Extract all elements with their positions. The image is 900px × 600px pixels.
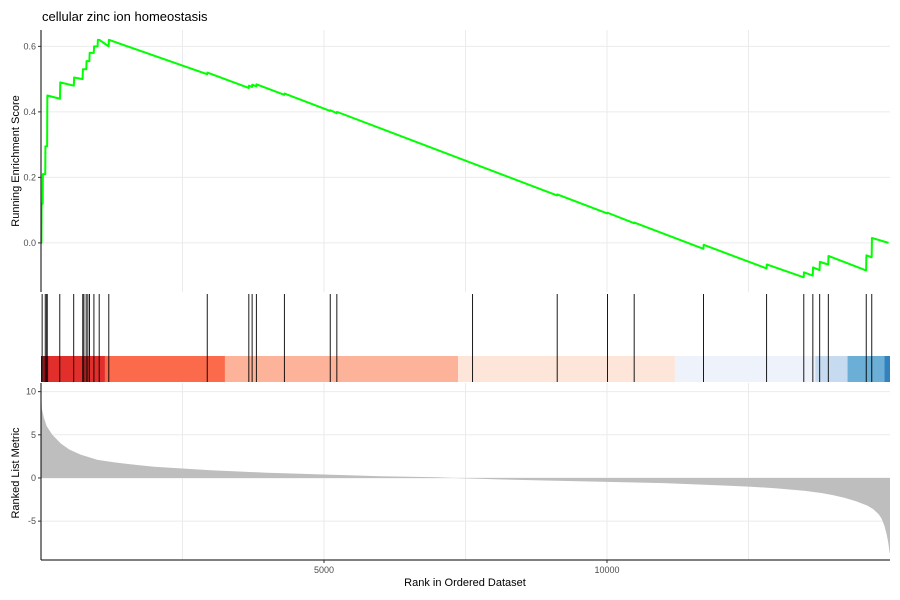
x-tick-label: 5000 [314,565,334,575]
y-tick-label-ranked-metric: 5 [31,430,36,440]
chart-title: cellular zinc ion homeostasis [42,9,208,24]
x-axis-label: Rank in Ordered Dataset [404,577,526,589]
tick-labels: 0.0 0.2 0.4 0.6 -5 0 5 10 5000 10000 [23,41,619,575]
ranked-metric-fill [41,387,890,554]
y-tick-label-ranked-metric: 0 [31,473,36,483]
axes [38,30,890,563]
y-tick-label-ranked-metric: -5 [28,516,36,526]
ranked-metric-area [41,387,890,554]
y-tick-label-ranked-metric: 10 [26,387,36,397]
gene-hit-marks [41,294,873,382]
running-enrichment-line [40,38,889,279]
rank-color-band [104,356,225,382]
y-axis-label-enrichment: Running Enrichment Score [10,95,22,226]
y-tick-label-enrichment: 0.4 [23,107,36,117]
y-tick-label-enrichment: 0.2 [23,172,36,182]
running-score-line [40,38,889,279]
rank-color-band [42,356,45,382]
rank-color-band [674,356,816,382]
rank-color-band [815,356,848,382]
rank-color-bar [41,356,890,382]
x-tick-label: 10000 [594,565,619,575]
rank-color-band [48,356,105,382]
y-tick-label-enrichment: 0.6 [23,41,36,51]
y-tick-label-enrichment: 0.0 [23,238,36,248]
y-axis-label-ranked-metric: Ranked List Metric [10,427,22,519]
rank-color-band [884,356,890,382]
rank-color-band [458,356,675,382]
rank-color-band [224,356,459,382]
